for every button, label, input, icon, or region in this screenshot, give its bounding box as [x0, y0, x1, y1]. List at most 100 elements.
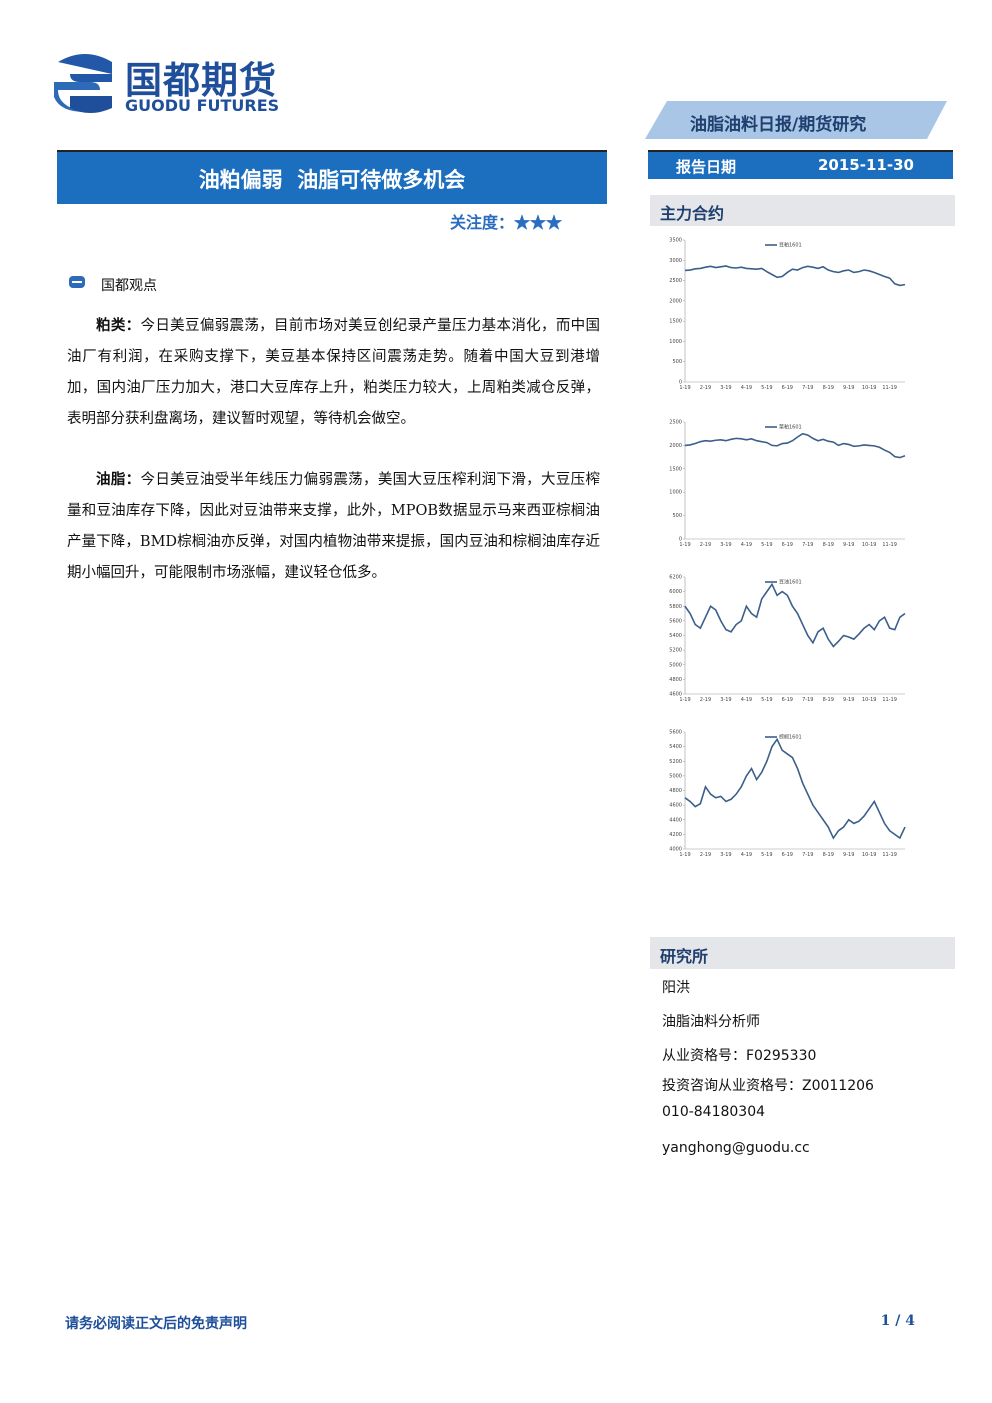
x-tick-label: 9-19 — [843, 697, 854, 703]
legend-label: 棕榈1601 — [779, 734, 802, 741]
banner: 油脂油料日报/期货研究 — [690, 115, 867, 135]
logo-cn: 国都期货 — [125, 59, 277, 102]
x-tick-label: 3-19 — [720, 697, 731, 703]
chart: 4000 4200 4400 4600 4800 5000 5200 5400 5600 1-19… — [669, 730, 906, 858]
y-tick-label: 5600 — [669, 730, 682, 736]
x-tick-label: 10-19 — [862, 697, 877, 703]
disclaimer: 请务必阅读正文后的免责声明 — [65, 1316, 247, 1332]
logo-mark — [54, 54, 112, 113]
para-label: 粕类： — [96, 317, 141, 334]
y-tick-label: 5400 — [669, 633, 682, 639]
title: 油粕偏弱 油脂可待做多机会 — [198, 167, 466, 192]
x-tick-label: 8-19 — [823, 852, 834, 858]
legend-label: 菜粕1601 — [779, 424, 802, 431]
x-tick-label: 2-19 — [700, 697, 711, 703]
date-bar — [648, 152, 953, 179]
x-tick-label: 2-19 — [700, 852, 711, 858]
x-tick-label: 10-19 — [862, 852, 877, 858]
x-tick-label: 11-19 — [882, 542, 897, 548]
x-tick-label: 9-19 — [843, 542, 854, 548]
y-tick-label: 500 — [672, 513, 682, 519]
y-tick-label: 0 — [679, 380, 682, 386]
paragraph: 油脂：今日美豆油受半年线压力偏弱震荡，美国大豆压榨利润下滑，大豆压榨量和豆油库存… — [67, 464, 600, 589]
y-tick-label: 5200 — [669, 648, 682, 654]
y-tick-label: 4800 — [669, 677, 682, 683]
x-tick-label: 5-19 — [761, 542, 772, 548]
x-tick-label: 6-19 — [782, 697, 793, 703]
x-tick-label: 6-19 — [782, 852, 793, 858]
title-bar — [57, 152, 607, 204]
chart: 0 500 1000 1500 2000 2500 3000 3500 1-19 2-19 3-19… — [669, 238, 906, 391]
y-tick-label: 1500 — [669, 319, 682, 325]
x-tick-label: 3-19 — [720, 385, 731, 391]
y-tick-label: 1500 — [669, 466, 682, 472]
x-tick-label: 11-19 — [882, 385, 897, 391]
x-tick-label: 7-19 — [802, 385, 813, 391]
research-line: yanghong@guodu.cc — [662, 1140, 810, 1156]
section-icon — [69, 276, 85, 288]
x-tick-label: 3-19 — [720, 542, 731, 548]
para-label: 油脂： — [96, 471, 141, 488]
y-tick-label: 3000 — [669, 258, 682, 264]
x-tick-label: 7-19 — [802, 852, 813, 858]
rule — [648, 150, 953, 152]
para-text: 今日美豆偏弱震荡，目前市场对美豆创纪录产量压力基本消化，而中国油厂有利润，在采购… — [67, 318, 600, 427]
y-tick-label: 4600 — [669, 692, 682, 698]
x-tick-label: 1-19 — [679, 385, 690, 391]
x-tick-label: 8-19 — [823, 385, 834, 391]
date-label: 报告日期 — [676, 158, 737, 176]
rule — [57, 150, 607, 152]
x-tick-label: 7-19 — [802, 542, 813, 548]
paragraph: 粕类：今日美豆偏弱震荡，目前市场对美豆创纪录产量压力基本消化，而中国油厂有利润，… — [67, 310, 600, 435]
x-tick-label: 11-19 — [882, 697, 897, 703]
section-title: 国都观点 — [101, 278, 157, 294]
y-tick-label: 4000 — [669, 847, 682, 853]
y-tick-label: 5000 — [669, 662, 682, 668]
y-tick-label: 2500 — [669, 278, 682, 284]
x-tick-label: 11-19 — [882, 852, 897, 858]
y-tick-label: 5800 — [669, 604, 682, 610]
x-tick-label: 2-19 — [700, 542, 711, 548]
x-tick-label: 1-19 — [679, 852, 690, 858]
x-tick-label: 10-19 — [862, 385, 877, 391]
y-tick-label: 4800 — [669, 788, 682, 794]
x-tick-label: 4-19 — [741, 852, 752, 858]
x-tick-label: 9-19 — [843, 852, 854, 858]
research-line: 油脂油料分析师 — [662, 1014, 760, 1030]
x-tick-label: 1-19 — [679, 542, 690, 548]
research-line: 010-84180304 — [662, 1104, 766, 1120]
series-line — [684, 582, 906, 648]
sidebar-bar — [650, 195, 955, 226]
series-line — [684, 737, 906, 840]
x-tick-label: 10-19 — [862, 542, 877, 548]
chart: 4600 4800 5000 5200 5400 5600 5800 6000 6200 1-19… — [669, 575, 906, 703]
sidebar-title: 主力合约 — [660, 204, 725, 223]
y-tick-label: 5400 — [669, 744, 682, 750]
series-line — [684, 432, 906, 459]
y-tick-label: 6000 — [669, 589, 682, 595]
series-line — [684, 265, 906, 287]
y-tick-label: 0 — [679, 537, 682, 543]
x-tick-label: 2-19 — [700, 385, 711, 391]
y-tick-label: 5200 — [669, 759, 682, 765]
y-tick-label: 4200 — [669, 832, 682, 838]
x-tick-label: 5-19 — [761, 385, 772, 391]
y-tick-label: 3500 — [669, 238, 682, 244]
para-text: 今日美豆油受半年线压力偏弱震荡，美国大豆压榨利润下滑，大豆压榨量和豆油库存下降，… — [67, 472, 600, 581]
logo-en: GUODU FUTURES — [125, 96, 280, 115]
page-number: 1 / 4 — [880, 1313, 915, 1329]
x-tick-label: 4-19 — [741, 542, 752, 548]
x-tick-label: 8-19 — [823, 542, 834, 548]
x-tick-label: 6-19 — [782, 385, 793, 391]
y-tick-label: 5000 — [669, 773, 682, 779]
attention: 关注度：★★★ — [450, 213, 563, 232]
banner-bg — [645, 101, 947, 139]
x-tick-label: 4-19 — [741, 697, 752, 703]
y-tick-label: 4400 — [669, 817, 682, 823]
x-tick-label: 3-19 — [720, 852, 731, 858]
x-tick-label: 5-19 — [761, 697, 772, 703]
x-tick-label: 6-19 — [782, 542, 793, 548]
chart: 0 500 1000 1500 2000 2500 1-19 2-19 3-19 4-19 5-19… — [669, 420, 906, 548]
x-tick-label: 9-19 — [843, 385, 854, 391]
